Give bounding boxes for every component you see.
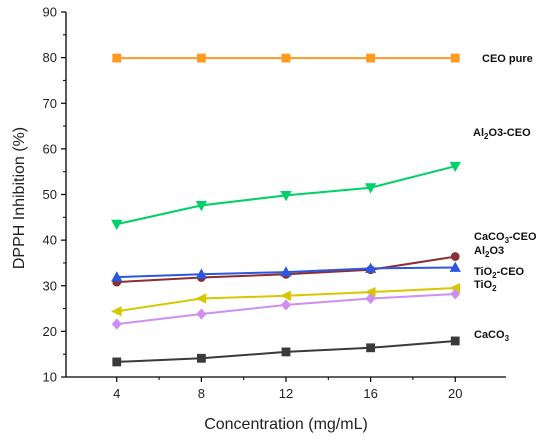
y-axis-title: DPPH Inhibition (%)	[11, 127, 28, 269]
series-label: Al2O3-CEO	[473, 127, 531, 141]
series-tio2	[111, 288, 461, 330]
series-caco3	[112, 336, 460, 367]
data-point	[366, 343, 376, 353]
y-tick-label: 20	[43, 324, 57, 339]
data-point	[280, 191, 292, 202]
x-axis-title: Concentration (mg/mL)	[204, 416, 368, 433]
data-point	[195, 268, 208, 279]
data-point	[364, 262, 377, 273]
series-al2o3-ceo	[111, 161, 461, 230]
data-point	[281, 53, 291, 63]
series-layer	[110, 53, 461, 367]
series-label: TiO2-CEO	[474, 266, 525, 280]
data-point	[195, 293, 207, 304]
data-point	[111, 318, 122, 330]
data-point	[450, 53, 460, 63]
series-label: CaCO3-CEO	[474, 231, 537, 245]
x-tick-label: 20	[448, 386, 462, 401]
data-point	[449, 161, 461, 173]
y-tick-label: 70	[43, 96, 57, 111]
x-tick-label: 12	[279, 386, 293, 401]
data-point	[364, 183, 377, 194]
y-tick-label: 90	[43, 5, 57, 20]
y-tick-label: 30	[43, 278, 57, 293]
series-label: Al2O3	[474, 245, 504, 259]
y-tick-label: 50	[43, 187, 57, 202]
data-point	[110, 306, 122, 317]
data-point	[280, 290, 291, 301]
data-point	[281, 347, 291, 357]
series-al2o3	[111, 261, 461, 282]
data-point	[365, 292, 376, 305]
data-point	[280, 299, 292, 311]
series-label: CEO pure	[482, 53, 533, 65]
data-point	[196, 353, 206, 363]
y-tick-label: 40	[43, 233, 57, 248]
data-point	[450, 336, 460, 346]
data-point	[111, 219, 123, 230]
series-label: TiO2	[474, 279, 497, 293]
data-point	[196, 53, 206, 63]
data-point	[112, 357, 122, 367]
series-ceo-pure	[112, 53, 460, 63]
data-point	[111, 271, 123, 282]
y-tick-label: 80	[43, 50, 57, 65]
x-tick-label: 16	[363, 386, 377, 401]
y-tick-label: 10	[43, 370, 57, 385]
series-tio2-ceo	[110, 282, 461, 317]
data-point	[450, 288, 461, 300]
data-point	[112, 53, 122, 63]
data-point	[366, 53, 376, 63]
series-label: CaCO3	[474, 329, 510, 343]
axes: 10 20 30 40 50 60 70 80 90 4 8 12 16 20	[43, 5, 506, 401]
x-tick-label: 8	[198, 386, 205, 401]
data-point	[196, 308, 207, 320]
data-point	[450, 252, 460, 261]
data-point	[195, 201, 208, 212]
x-tick-label: 4	[113, 386, 120, 401]
data-point	[280, 266, 292, 277]
y-tick-label: 60	[43, 141, 57, 156]
data-point	[449, 261, 461, 272]
